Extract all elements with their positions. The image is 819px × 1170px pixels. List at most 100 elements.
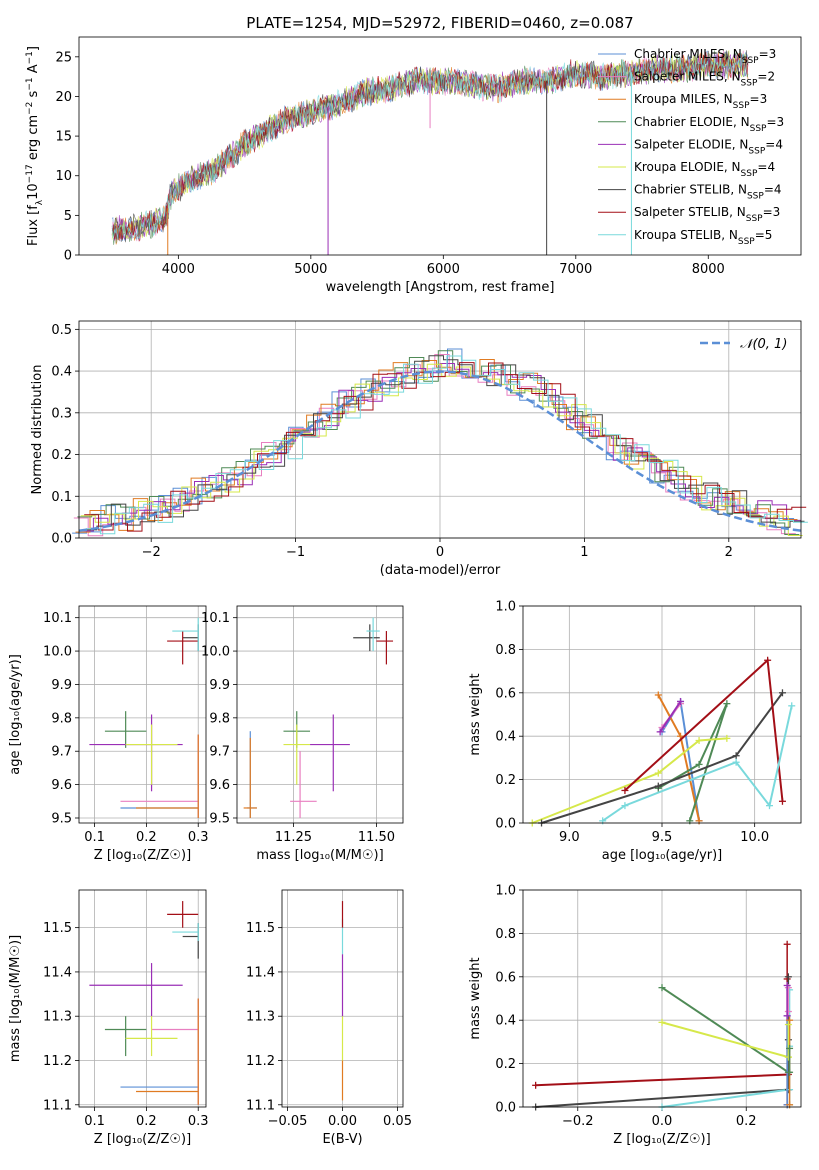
weight-vs-metallicity-panel: −0.2 0.0 0.2 0.0 0.2 0.4 0.6 0.8 1.0 Z [log₁₀(Z/Z… xyxy=(468,884,802,1147)
y-axis-label-part: erg cm xyxy=(26,115,41,164)
x-tick-label: 1 xyxy=(580,545,588,560)
y-tick-label: 10.1 xyxy=(43,611,72,626)
age-vs-metallicity-panel: 0.1 0.2 0.3 9.5 9.6 9.7 9.8 9.9 10.0 10.1 Z [log₁₀… xyxy=(8,605,209,863)
mass-vs-extinction-panel: −0.05 0.00 0.05 11.1 11.2 11.3 11.4 11.5 E(B-V) xyxy=(246,889,412,1147)
y-tick-label: 11.5 xyxy=(43,921,72,936)
plot-frame xyxy=(236,605,404,824)
x-axis-label: mass [log₁₀(M/M☉)] xyxy=(256,848,383,863)
y-tick-label: 20 xyxy=(55,90,72,105)
plot-frame xyxy=(281,889,404,1108)
y-tick-label: 11.3 xyxy=(246,1010,275,1025)
x-tick-label: 11.50 xyxy=(358,830,395,845)
y-tick-label: 9.6 xyxy=(209,778,230,793)
residuals-panel: −2 −1 0 1 2 0.0 0.1 0.2 0.3 0.4 0.5 𝒩(0, 1) (data-mo… xyxy=(30,320,808,578)
y-tick-label: 0.0 xyxy=(495,1101,516,1116)
x-tick-label: −1 xyxy=(286,545,305,560)
legend-label-suffix: =5 xyxy=(755,228,773,242)
legend-label-sub: SSP xyxy=(738,237,755,247)
y-tick-label: 10.0 xyxy=(201,645,230,660)
histogram-series xyxy=(84,362,807,532)
x-tick-label: 9.0 xyxy=(559,830,580,845)
legend-label-name: Salpeter STELIB, N xyxy=(634,205,746,219)
weight-line xyxy=(657,703,728,822)
y-tick-label: 11.4 xyxy=(43,965,72,980)
x-axis-label: E(B-V) xyxy=(322,1132,362,1147)
y-tick-label: 0.2 xyxy=(51,448,72,463)
y-tick-label: 11.5 xyxy=(246,921,275,936)
y-tick-label: 9.7 xyxy=(51,745,72,760)
y-tick-label: 9.8 xyxy=(51,711,72,726)
legend-label-suffix: =3 xyxy=(766,115,784,129)
figure-title: PLATE=1254, MJD=52972, FIBERID=0460, z=0… xyxy=(246,14,633,32)
y-axis-label-part: −1 xyxy=(25,51,35,64)
legend-label-sub: SSP xyxy=(742,56,759,66)
mass-vs-metallicity-panel: 0.1 0.2 0.3 11.1 11.2 11.3 11.4 11.5 Z [log₁₀(Z/… xyxy=(8,889,209,1147)
weight-line xyxy=(661,1021,789,1059)
y-axis-label: age [log₁₀(age/yr)] xyxy=(8,654,23,775)
weight-line xyxy=(535,1088,789,1108)
legend-label-name: Kroupa STELIB, N xyxy=(634,228,738,242)
legend-label-sub: SSP xyxy=(747,192,764,202)
y-tick-label: 0.8 xyxy=(495,927,516,942)
y-axis-label-part: λ xyxy=(35,199,45,205)
x-tick-label: 4000 xyxy=(162,262,195,277)
x-tick-label: 0.1 xyxy=(84,830,105,845)
x-tick-label: 0.00 xyxy=(328,1114,357,1129)
legend-label-sub: SSP xyxy=(750,124,767,134)
y-axis-label-part: s xyxy=(26,90,41,101)
y-tick-label: 9.9 xyxy=(51,678,72,693)
y-axis-label: mass weight xyxy=(468,673,483,755)
y-tick-label: 0.6 xyxy=(495,970,516,985)
y-tick-label: 0 xyxy=(64,249,72,264)
legend-label-name: Salpeter ELODIE, N xyxy=(634,137,748,151)
y-tick-label: 0.4 xyxy=(495,1014,516,1029)
x-tick-label: −0.05 xyxy=(268,1114,308,1129)
legend-label: Kroupa ELODIE, NSSP=4 xyxy=(634,160,775,179)
legend-label-sub: SSP xyxy=(741,169,758,179)
y-axis-label-part: −1 xyxy=(25,77,35,90)
y-tick-label: 0.0 xyxy=(495,817,516,832)
y-tick-label: 11.1 xyxy=(246,1098,275,1113)
legend-label-suffix: =4 xyxy=(765,137,783,151)
y-axis-label: Flux [fλ10−17 erg cm−2 s−1 A−1] xyxy=(25,46,45,246)
legend-label: Kroupa MILES, NSSP=3 xyxy=(634,92,767,111)
legend-label-name: Kroupa MILES, N xyxy=(634,92,733,106)
y-tick-label: 9.6 xyxy=(51,778,72,793)
x-axis-label: age [log₁₀(age/yr)] xyxy=(602,848,723,863)
plot-layer: 4000 5000 6000 7000 80000510152025wavelength… xyxy=(8,36,808,1147)
x-tick-label: 8000 xyxy=(692,262,725,277)
legend-label: Salpeter MILES, NSSP=2 xyxy=(634,70,775,89)
x-tick-label: −0.2 xyxy=(562,1114,594,1129)
weight-line xyxy=(661,1088,789,1108)
y-tick-label: 25 xyxy=(55,50,72,65)
x-tick-label: 0.05 xyxy=(383,1114,412,1129)
x-axis-label: Z [log₁₀(Z/Z☉)] xyxy=(94,1132,191,1147)
plot-frame xyxy=(78,605,207,824)
y-axis-label-part: −17 xyxy=(25,164,35,183)
gaussian-curve xyxy=(78,370,802,532)
x-axis-label: Z [log₁₀(Z/Z☉)] xyxy=(613,1132,710,1147)
plot-frame xyxy=(78,320,802,539)
y-axis-label: Normed distribution xyxy=(30,365,45,495)
y-tick-label: 0.3 xyxy=(51,406,72,421)
y-tick-label: 9.5 xyxy=(209,811,230,826)
y-tick-label: 9.7 xyxy=(209,745,230,760)
legend-label-sub: SSP xyxy=(733,101,750,111)
x-tick-label: 0 xyxy=(436,545,444,560)
y-axis-label-part: ] xyxy=(26,46,41,51)
legend-label-name: Chabrier STELIB, N xyxy=(634,183,747,197)
y-tick-label: 11.4 xyxy=(246,965,275,980)
y-tick-label: 0.4 xyxy=(495,730,516,745)
y-tick-label: 0.5 xyxy=(51,323,72,338)
y-axis-label: mass [log₁₀(M/M☉)] xyxy=(8,935,23,1062)
x-tick-label: 11.25 xyxy=(275,830,312,845)
legend-label-name: Kroupa ELODIE, N xyxy=(634,160,741,174)
plot-frame xyxy=(522,605,802,824)
legend-label-name: Chabrier MILES, N xyxy=(634,47,742,61)
plot-background xyxy=(237,606,403,823)
legend-label-suffix: =3 xyxy=(750,92,768,106)
y-tick-label: 1.0 xyxy=(495,884,516,899)
legend-label-suffix: =2 xyxy=(757,70,775,84)
weight-line xyxy=(535,1073,789,1087)
